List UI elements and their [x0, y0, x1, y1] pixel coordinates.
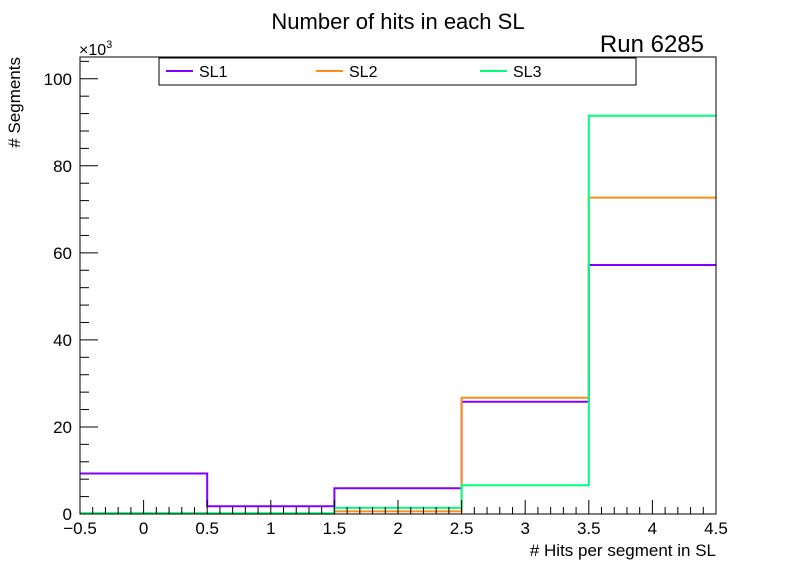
run-label: Run 6285: [600, 31, 704, 58]
series-sl3-line: [80, 114, 716, 515]
x-tick-label: 0: [139, 519, 148, 538]
y-axis-ticks: 0 20 40 60 80 100: [44, 60, 98, 524]
x-tick-label: −0.5: [63, 519, 97, 538]
x-tick-label: 1.5: [323, 519, 347, 538]
y-tick-label: 60: [53, 244, 72, 263]
legend-label-sl1: SL1: [199, 64, 228, 81]
x-tick-label: 2.5: [450, 519, 474, 538]
plot-frame: [79, 56, 717, 515]
series-sl1-line: [80, 264, 716, 508]
x-axis-ticks: −0.5 0 0.5 1 1.5 2 2.5 3 3.5 4 4.5: [63, 500, 728, 538]
x-tick-label: 4.5: [704, 519, 728, 538]
series-layer: [80, 114, 716, 515]
y-tick-label: 80: [53, 157, 72, 176]
y-axis-label: # Segments: [5, 57, 24, 148]
x-tick-label: 3: [520, 519, 529, 538]
series-sl2-line: [80, 196, 716, 515]
chart-title: Number of hits in each SL: [271, 9, 524, 34]
x-tick-label: 0.5: [195, 519, 219, 538]
y-tick-label: 20: [53, 418, 72, 437]
y-tick-label: 0: [63, 505, 72, 524]
x-tick-label: 3.5: [577, 519, 601, 538]
x-tick-label: 1: [266, 519, 275, 538]
y-axis-multiplier: ×103: [79, 39, 112, 59]
legend-box: [158, 57, 637, 86]
x-tick-label: 4: [648, 519, 657, 538]
legend-label-sl3: SL3: [513, 64, 542, 81]
legend-label-sl2: SL2: [349, 64, 378, 81]
x-axis-label: # Hits per segment in SL: [530, 541, 716, 560]
y-axis-multiplier-exponent: 3: [106, 39, 112, 51]
y-tick-label: 40: [53, 331, 72, 350]
x-tick-label: 2: [393, 519, 402, 538]
legend: SL1 SL2 SL3: [158, 57, 637, 86]
y-tick-label: 100: [44, 70, 72, 89]
y-axis-multiplier-base: ×10: [79, 42, 106, 59]
